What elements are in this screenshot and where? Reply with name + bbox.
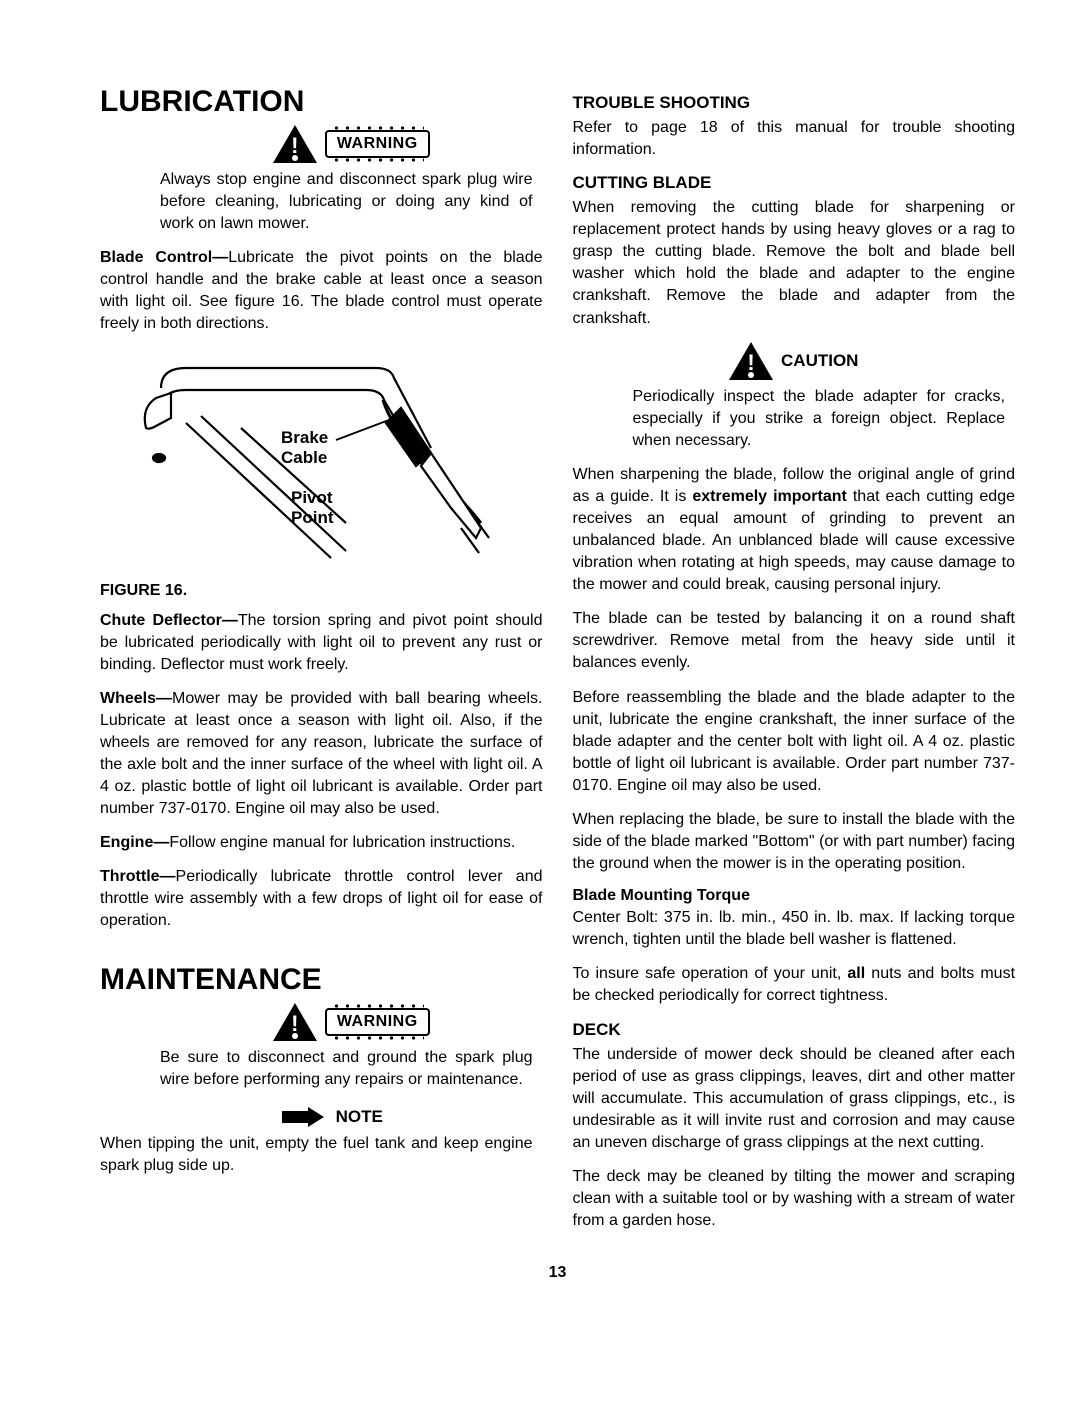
page-number: 13 — [100, 1264, 1015, 1282]
warning-triangle-icon: ! — [273, 125, 317, 163]
cutting-blade-p6a: To insure safe operation of your unit, — [573, 965, 848, 982]
blade-control-para: Blade Control—Lubricate the pivot points… — [100, 247, 543, 335]
wheels-lead: Wheels— — [100, 690, 172, 707]
cutting-blade-p6: To insure safe operation of your unit, a… — [573, 963, 1016, 1007]
cutting-blade-p2emph: extremely important — [692, 488, 847, 505]
figure-16-caption: FIGURE 16. — [100, 582, 543, 600]
throttle-para: Throttle—Periodically lubricate throttle… — [100, 866, 543, 932]
throttle-lead: Throttle— — [100, 868, 176, 885]
cutting-blade-p3: The blade can be tested by balancing it … — [573, 608, 1016, 674]
warning-label: WARNING — [325, 130, 430, 158]
trouble-heading: TROUBLE SHOOTING — [573, 93, 1016, 113]
caution-label: CAUTION — [781, 351, 858, 371]
maintenance-warning-text: Be sure to disconnect and ground the spa… — [160, 1047, 543, 1091]
lubrication-warning-text: Always stop engine and disconnect spark … — [160, 169, 543, 235]
fig-label-pivot: Pivot — [291, 488, 333, 507]
note-banner: NOTE — [100, 1107, 543, 1127]
deck-p1: The underside of mower deck should be cl… — [573, 1044, 1016, 1154]
wheels-text: Mower may be provided with ball bearing … — [100, 690, 543, 817]
engine-text: Follow engine manual for lubrication ins… — [169, 834, 515, 851]
fig-label-cable: Cable — [281, 448, 327, 467]
right-column: TROUBLE SHOOTING Refer to page 18 of thi… — [573, 85, 1016, 1244]
lubrication-warning-banner: ! WARNING — [160, 125, 543, 163]
engine-lead: Engine— — [100, 834, 169, 851]
engine-para: Engine—Follow engine manual for lubricat… — [100, 832, 543, 854]
wheels-para: Wheels—Mower may be provided with ball b… — [100, 688, 543, 820]
lubrication-title: LUBRICATION — [100, 85, 543, 119]
chute-para: Chute Deflector—The torsion spring and p… — [100, 610, 543, 676]
cutting-blade-heading: CUTTING BLADE — [573, 173, 1016, 193]
chute-lead: Chute Deflector— — [100, 612, 238, 629]
blade-control-lead: Blade Control— — [100, 249, 228, 266]
deck-p2: The deck may be cleaned by tilting the m… — [573, 1166, 1016, 1232]
maintenance-title: MAINTENANCE — [100, 963, 543, 997]
caution-triangle-icon: ! — [729, 342, 773, 380]
trouble-text: Refer to page 18 of this manual for trou… — [573, 117, 1016, 161]
torque-heading: Blade Mounting Torque — [573, 887, 1016, 905]
figure-16-diagram: Brake Cable Pivot Point — [131, 348, 511, 568]
cutting-blade-p2: When sharpening the blade, follow the or… — [573, 464, 1016, 596]
fig-label-brake: Brake — [281, 428, 328, 447]
cutting-blade-p1: When removing the cutting blade for shar… — [573, 197, 1016, 329]
maintenance-warning-banner: ! WARNING — [160, 1003, 543, 1041]
warning-triangle-icon: ! — [273, 1003, 317, 1041]
cutting-blade-p6emph: all — [847, 965, 865, 982]
deck-heading: DECK — [573, 1020, 1016, 1040]
fig-label-point: Point — [291, 508, 334, 527]
cutting-blade-p5: When replacing the blade, be sure to ins… — [573, 809, 1016, 875]
caution-banner: ! CAUTION — [573, 342, 1016, 380]
torque-text: Center Bolt: 375 in. lb. min., 450 in. l… — [573, 907, 1016, 951]
left-column: LUBRICATION ! WARNING Always stop engine… — [100, 85, 543, 1244]
caution-text: Periodically inspect the blade adapter f… — [633, 386, 1016, 452]
warning-label: WARNING — [325, 1008, 430, 1036]
note-label: NOTE — [336, 1107, 383, 1127]
note-text: When tipping the unit, empty the fuel ta… — [100, 1133, 543, 1177]
note-arrow-icon — [308, 1107, 324, 1127]
cutting-blade-p4: Before reassembling the blade and the bl… — [573, 687, 1016, 797]
